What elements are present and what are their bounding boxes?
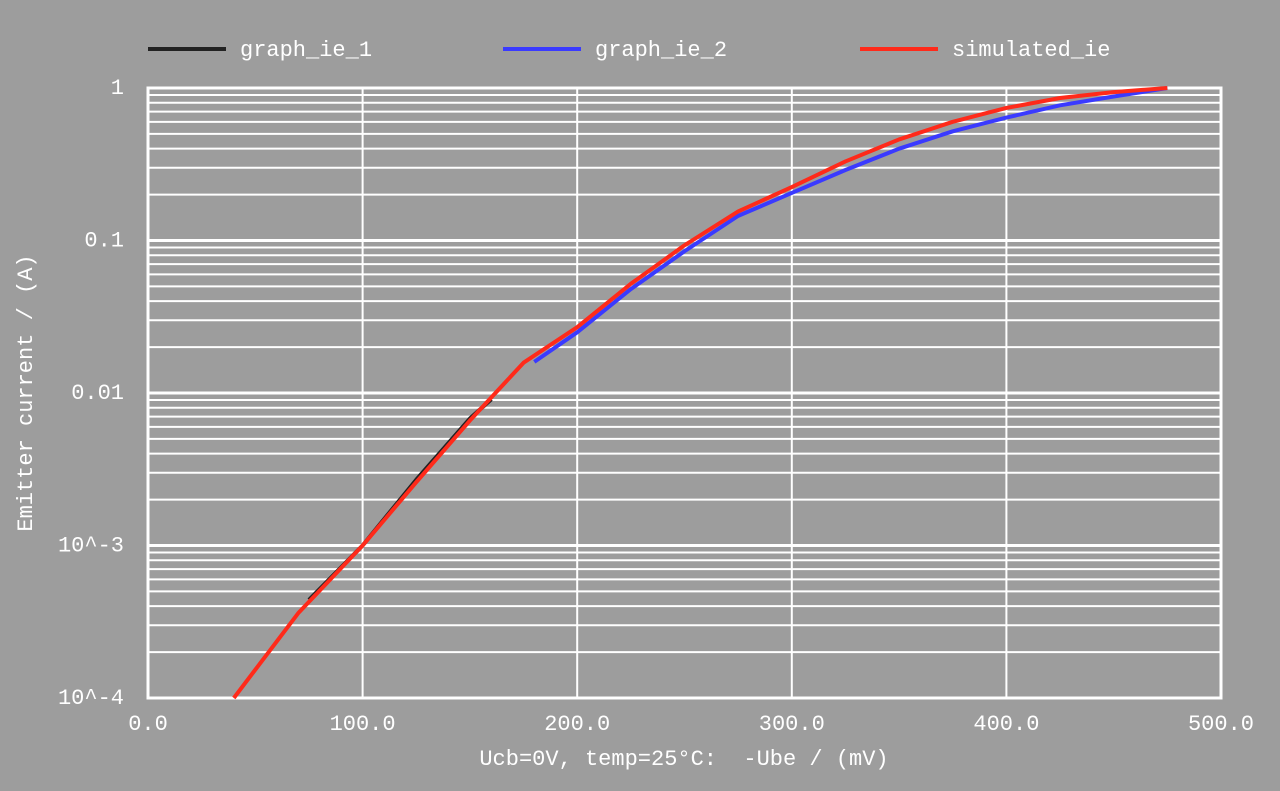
- x-tick-label: 100.0: [330, 712, 396, 737]
- x-tick-label: 0.0: [128, 712, 168, 737]
- x-tick-label: 200.0: [544, 712, 610, 737]
- y-tick-label: 10^-4: [58, 686, 124, 711]
- x-tick-label: 500.0: [1188, 712, 1254, 737]
- y-tick-label: 1: [111, 76, 124, 101]
- x-tick-label: 400.0: [973, 712, 1039, 737]
- x-tick-label: 300.0: [759, 712, 825, 737]
- data-line: [232, 86, 1168, 700]
- legend-label: simulated_ie: [952, 38, 1110, 63]
- y-tick-label: 0.01: [71, 381, 124, 406]
- legend-label: graph_ie_1: [240, 38, 372, 63]
- y-axis-label: Emitter current / (A): [14, 254, 39, 531]
- x-axis-label: Ucb=0V, temp=25°C: -Ube / (mV): [479, 747, 888, 772]
- y-tick-label: 10^-3: [58, 533, 124, 558]
- data-line: [533, 86, 1168, 364]
- y-tick-label: 0.1: [84, 228, 124, 253]
- plot-border: [146, 86, 1223, 700]
- legend-label: graph_ie_2: [595, 38, 727, 63]
